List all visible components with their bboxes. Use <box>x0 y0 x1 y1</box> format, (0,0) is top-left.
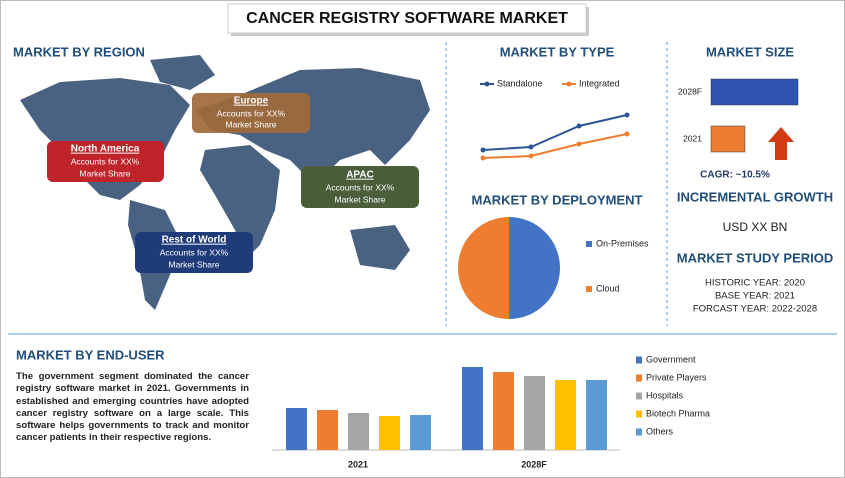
legend-swatch <box>636 374 642 382</box>
region-text: Market Share <box>168 259 219 269</box>
region-name: Rest of World <box>162 235 227 246</box>
legend-swatch <box>636 392 642 400</box>
point <box>480 155 486 161</box>
point <box>480 147 486 153</box>
bar <box>348 413 369 450</box>
x-tick-label: 2021 <box>348 459 368 469</box>
category-label: 2028F <box>678 86 702 96</box>
series-line <box>482 114 628 151</box>
region-box <box>301 166 419 208</box>
point <box>624 112 630 118</box>
region-name: Europe <box>234 96 269 107</box>
bar <box>317 410 338 450</box>
x-tick-label: 2028F <box>521 459 547 469</box>
bar <box>462 367 483 450</box>
bar <box>524 376 545 450</box>
title-box <box>227 3 587 34</box>
legend-label: Hospitals <box>646 390 684 400</box>
legend-swatch <box>636 428 642 436</box>
end-user-text: The government segment dominated the can… <box>16 371 249 444</box>
section-heading: INCREMENTAL GROWTH <box>677 189 833 204</box>
section-heading: MARKET SIZE <box>706 44 794 59</box>
section-heading: MARKET STUDY PERIOD <box>677 250 834 265</box>
study-line: HISTORIC YEAR: 2020 <box>705 278 805 289</box>
region-box <box>135 232 253 273</box>
page-title: CANCER REGISTRY SOFTWARE MARKET <box>246 10 568 27</box>
bar <box>555 380 576 450</box>
section-heading: MARKET BY DEPLOYMENT <box>472 192 643 207</box>
category-label: 2021 <box>683 133 702 143</box>
point <box>528 144 534 150</box>
region-name: North America <box>71 144 140 155</box>
legend-label: Private Players <box>646 372 707 382</box>
legend-swatch <box>636 410 642 418</box>
legend-label: Biotech Pharma <box>646 408 710 418</box>
region-name: APAC <box>346 170 374 181</box>
section-heading: MARKET BY REGION <box>13 44 145 59</box>
point <box>576 141 582 147</box>
bar <box>410 415 431 450</box>
study-line: BASE YEAR: 2021 <box>715 291 795 302</box>
legend-label: Integrated <box>579 78 620 88</box>
region-text: Market Share <box>334 194 385 204</box>
point <box>576 123 582 129</box>
legend-swatch <box>636 356 642 364</box>
region-text: Accounts for XX% <box>71 156 140 166</box>
legend-label: Others <box>646 426 674 436</box>
bar <box>286 408 307 450</box>
bar <box>586 380 607 450</box>
region-text: Accounts for XX% <box>160 247 229 257</box>
region-box <box>192 93 310 133</box>
bar <box>710 78 799 106</box>
legend-swatch <box>586 286 592 292</box>
legend-swatch <box>586 241 592 247</box>
legend-label: Cloud <box>596 283 620 293</box>
legend-marker <box>484 81 490 87</box>
region-box <box>47 141 164 182</box>
pie-slice <box>458 217 509 319</box>
legend-label: Government <box>646 354 696 364</box>
growth-arrow <box>768 127 794 160</box>
region-text: Accounts for XX% <box>326 182 395 192</box>
section-heading: MARKET BY TYPE <box>500 44 615 59</box>
region-text: Market Share <box>79 168 130 178</box>
legend-marker <box>566 81 572 87</box>
point <box>624 131 630 137</box>
study-line: FORCAST YEAR: 2022-2028 <box>693 304 817 315</box>
bar <box>493 372 514 450</box>
region-text: Accounts for XX% <box>217 108 286 118</box>
pie-slice <box>509 217 560 319</box>
region-boxes: Europe Accounts for XX% Market Share Nor… <box>47 93 419 273</box>
legend-label: Standalone <box>497 78 543 88</box>
cagr: CAGR: ~10.5% <box>700 170 770 181</box>
bar <box>710 125 746 153</box>
section-heading: MARKET BY END-USER <box>16 347 165 362</box>
legend-label: On-Premises <box>596 238 649 248</box>
region-text: Market Share <box>225 119 276 129</box>
bar <box>379 416 400 450</box>
point <box>528 153 534 159</box>
series-line <box>482 133 628 159</box>
incremental-value: USD XX BN <box>723 220 788 234</box>
